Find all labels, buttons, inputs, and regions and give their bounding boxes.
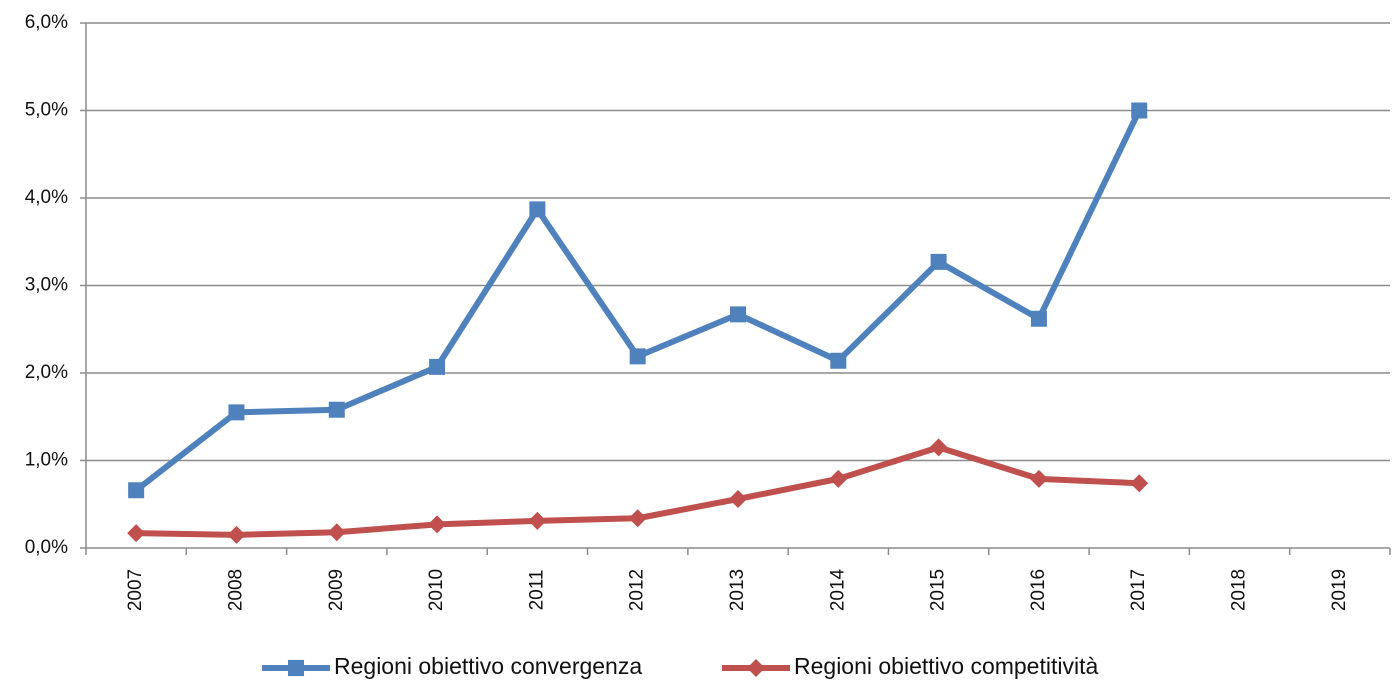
x-tick-label: 2015 [928, 569, 949, 611]
marker [228, 404, 245, 421]
marker [1130, 474, 1149, 493]
marker [729, 490, 747, 508]
x-tick-label: 2019 [1329, 569, 1350, 611]
legend-label: Regioni obiettivo competitività [794, 653, 1098, 679]
marker [929, 438, 948, 457]
x-tick-label: 2007 [125, 569, 146, 611]
x-tick-label: 2016 [1028, 569, 1049, 611]
series-line [134, 109, 1142, 493]
marker [628, 509, 647, 528]
marker [429, 358, 446, 375]
marker [328, 401, 345, 418]
x-tick-label: 2009 [326, 569, 347, 611]
x-tick-label: 2018 [1229, 569, 1250, 611]
marker [529, 201, 546, 218]
marker [930, 253, 947, 270]
legend-marker [288, 660, 304, 676]
marker [629, 348, 646, 365]
marker [1029, 469, 1048, 488]
y-tick-label: 3,0% [25, 275, 68, 296]
y-tick-label: 2,0% [25, 362, 68, 383]
marker [830, 352, 847, 369]
y-tick-label: 6,0% [25, 12, 68, 33]
legend-marker [747, 659, 765, 677]
marker [128, 482, 145, 499]
x-tick-label: 2014 [827, 568, 848, 611]
marker [528, 511, 547, 530]
marker [428, 515, 447, 534]
y-tick-label: 0,0% [25, 537, 68, 558]
y-tick-label: 5,0% [25, 100, 68, 121]
marker [1131, 102, 1148, 119]
y-tick-label: 4,0% [25, 187, 68, 208]
x-tick-label: 2013 [727, 569, 748, 611]
marker [829, 469, 848, 488]
x-tick-label: 2012 [627, 569, 648, 611]
marker [730, 306, 746, 323]
x-tick-label: 2017 [1128, 569, 1149, 611]
marker [227, 525, 246, 544]
x-tick-label: 2010 [426, 569, 447, 611]
y-tick-label: 1,0% [25, 450, 68, 471]
marker [127, 524, 146, 543]
x-tick-label: 2008 [225, 569, 246, 611]
x-tick-label: 2011 [526, 570, 547, 611]
marker [1030, 310, 1047, 327]
marker [327, 523, 346, 542]
legend-label: Regioni obiettivo convergenza [334, 653, 642, 679]
